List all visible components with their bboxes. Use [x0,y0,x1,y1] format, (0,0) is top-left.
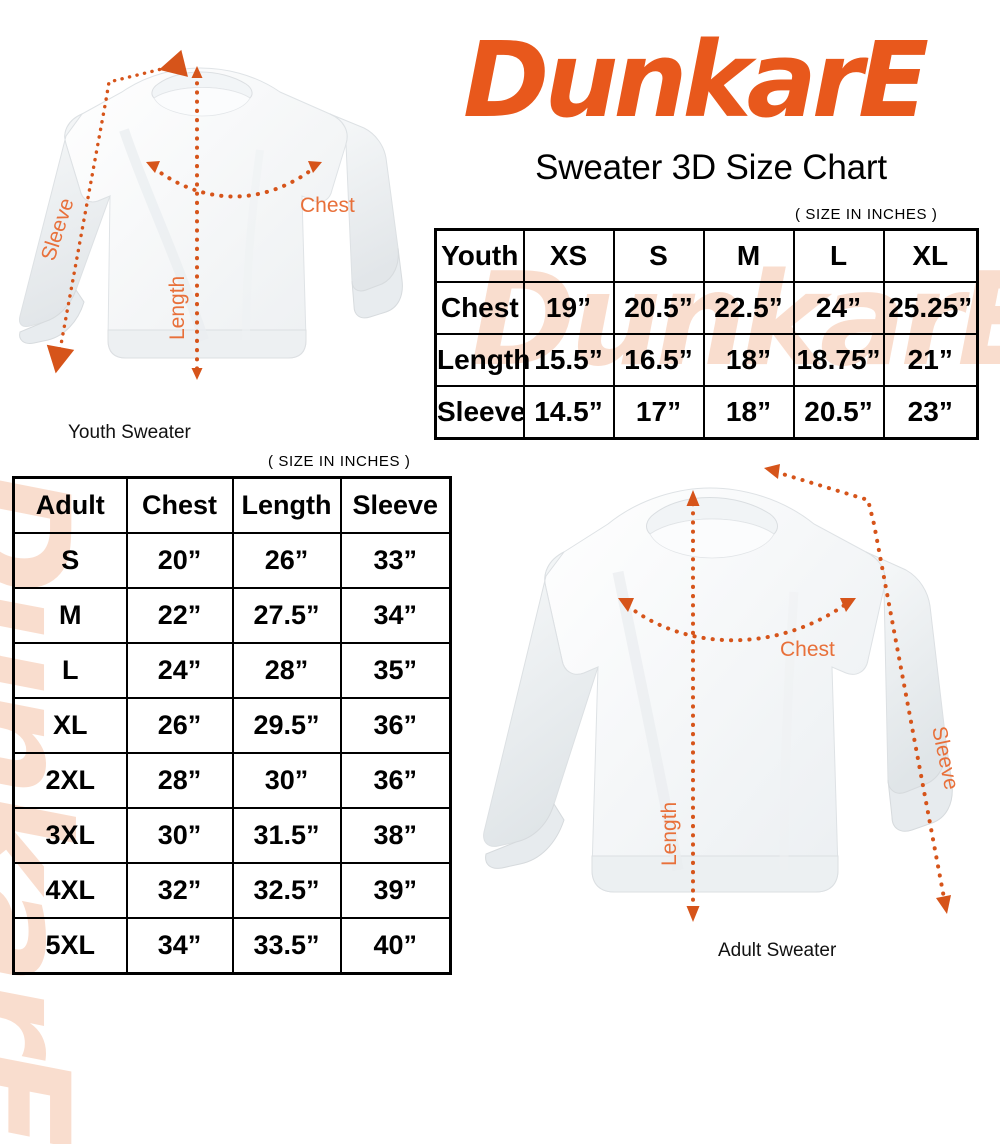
brand-logo: DunkarE [455,24,965,142]
youth-size-xl: XL [882,228,979,283]
youth-units-note: ( SIZE IN INCHES ) [795,206,938,223]
youth-size-table-wrapper: Youth XS S M L XL Chest 19” 20.5” 22.5” … [434,228,979,440]
adult-sweater-illustration: Chest Length Sleeve [458,452,988,942]
adult-sleeve-m: 34” [339,587,452,644]
adult-size-table-wrapper: Adult Chest Length Sleeve S 20” 26” 33” M 22”… [12,476,452,975]
youth-sleeve-l: 20.5” [792,385,885,440]
youth-length-m: 18” [702,333,795,387]
adult-chest-5xl: 34” [125,917,234,975]
adult-length-3xl: 31.5” [231,807,342,864]
table-row: 2XL 28” 30” 36” [12,752,452,809]
youth-size-table: Youth XS S M L XL Chest 19” 20.5” 22.5” … [434,228,979,440]
adult-length-l: 28” [231,642,342,699]
adult-chest-2xl: 28” [125,752,234,809]
youth-row-label-chest: Chest [434,281,525,335]
youth-chest-m: 22.5” [702,281,795,335]
youth-size-l: L [792,228,885,283]
adult-size-2xl: 2XL [12,752,128,809]
table-row: XL 26” 29.5” 36” [12,697,452,754]
youth-sleeve-m: 18” [702,385,795,440]
adult-size-s: S [12,532,128,589]
youth-sweater-illustration: Chest Length Sleeve [14,40,426,410]
adult-length-5xl: 33.5” [231,917,342,975]
youth-length-xl: 21” [882,333,979,387]
table-row: Chest 19” 20.5” 22.5” 24” 25.25” [434,281,979,335]
adult-size-l: L [12,642,128,699]
adult-sleeve-l: 35” [339,642,452,699]
adult-size-xl: XL [12,697,128,754]
table-row: Length 15.5” 16.5” 18” 18.75” 21” [434,333,979,387]
table-header-row: Adult Chest Length Sleeve [12,476,452,534]
table-row: 3XL 30” 31.5” 38” [12,807,452,864]
adult-chest-3xl: 30” [125,807,234,864]
table-header-row: Youth XS S M L XL [434,228,979,283]
youth-size-s: S [612,228,705,283]
adult-size-3xl: 3XL [12,807,128,864]
youth-chest-xl: 25.25” [882,281,979,335]
table-row: Sleeve 14.5” 17” 18” 20.5” 23” [434,385,979,440]
adult-chest-label: Chest [780,638,835,661]
adult-chest-l: 24” [125,642,234,699]
youth-row-label-length: Length [434,333,530,387]
table-row: 5XL 34” 33.5” 40” [12,917,452,975]
adult-length-4xl: 32.5” [231,862,342,919]
adult-length-label: Length [658,802,681,866]
youth-length-l: 18.75” [792,333,885,387]
adult-length-m: 27.5” [231,587,342,644]
adult-chest-m: 22” [125,587,234,644]
youth-chest-xs: 19” [522,281,615,335]
youth-sleeve-s: 17” [612,385,705,440]
brand-logo-text: DunkarE [463,24,928,141]
youth-sleeve-xs: 14.5” [522,385,615,440]
adult-header-chest: Chest [125,476,234,534]
adult-sleeve-2xl: 36” [339,752,452,809]
adult-size-table: Adult Chest Length Sleeve S 20” 26” 33” M 22”… [12,476,452,975]
youth-length-xs: 15.5” [522,333,615,387]
adult-length-xl: 29.5” [231,697,342,754]
youth-sweater-caption: Youth Sweater [68,422,191,443]
youth-length-label: Length [166,276,189,340]
youth-size-m: M [702,228,795,283]
youth-sleeve-xl: 23” [882,385,979,440]
adult-chest-xl: 26” [125,697,234,754]
adult-header-sleeve: Sleeve [339,476,452,534]
adult-sleeve-5xl: 40” [339,917,452,975]
youth-length-s: 16.5” [612,333,705,387]
youth-size-xs: XS [522,228,615,283]
page-title: Sweater 3D Size Chart [535,148,887,187]
adult-size-m: M [12,587,128,644]
adult-length-s: 26” [231,532,342,589]
adult-sleeve-xl: 36” [339,697,452,754]
table-row: 4XL 32” 32.5” 39” [12,862,452,919]
size-chart-page: DunkarE DunkarE [0,24,1000,1144]
adult-size-5xl: 5XL [12,917,128,975]
table-row: M 22” 27.5” 34” [12,587,452,644]
adult-chest-s: 20” [125,532,234,589]
adult-chest-4xl: 32” [125,862,234,919]
adult-units-note: ( SIZE IN INCHES ) [268,453,411,470]
adult-sleeve-4xl: 39” [339,862,452,919]
table-row: L 24” 28” 35” [12,642,452,699]
adult-sleeve-3xl: 38” [339,807,452,864]
youth-chest-s: 20.5” [612,281,705,335]
adult-sleeve-s: 33” [339,532,452,589]
youth-corner-label: Youth [434,228,525,283]
table-row: S 20” 26” 33” [12,532,452,589]
adult-length-2xl: 30” [231,752,342,809]
adult-size-4xl: 4XL [12,862,128,919]
youth-row-label-sleeve: Sleeve [434,385,526,440]
youth-chest-label: Chest [300,194,355,217]
youth-chest-l: 24” [792,281,885,335]
adult-header-length: Length [231,476,342,534]
adult-sweater-caption: Adult Sweater [718,940,837,961]
adult-header-size: Adult [12,476,128,534]
